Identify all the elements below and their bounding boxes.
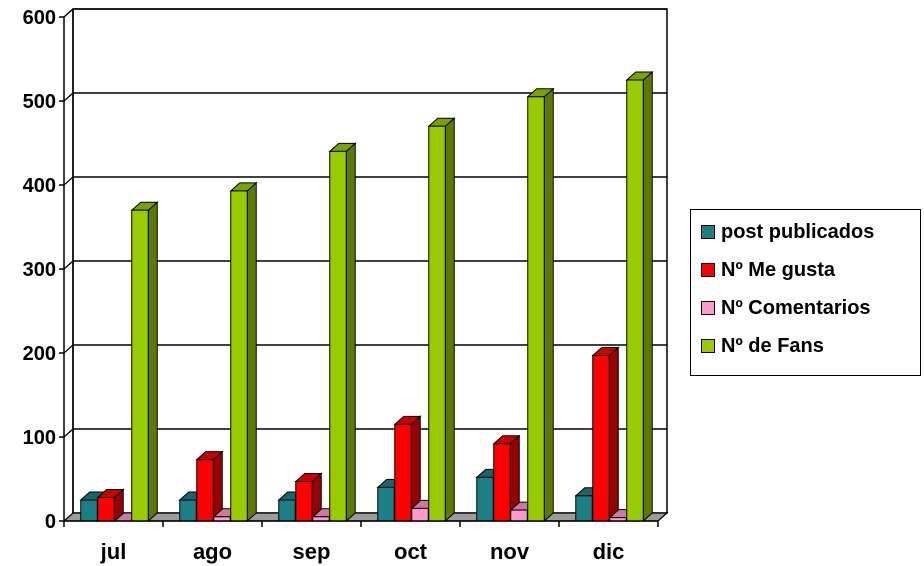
legend-item: Nº Me gusta [701,258,835,282]
bar-front [329,150,347,522]
legend-item: post publicados [701,220,874,244]
bar-front [527,96,545,522]
legend-item: Nº de Fans [701,334,824,358]
gridline-side [63,92,74,102]
legend-item: Nº Comentarios [701,296,871,320]
bar-front [295,481,313,522]
bar-sep-1 [294,472,323,523]
x-tick-label: oct [394,539,428,564]
bar-front [575,495,593,522]
bar-front [80,499,98,522]
bar-front [97,496,115,522]
legend-label: Nº Me gusta [721,258,835,281]
bar-side [543,87,554,523]
y-axis-top-edge [63,8,74,18]
bar-front [377,486,395,522]
x-tick-label: sep [293,539,331,564]
bar-side [608,346,619,523]
y-tick-label: 400 [23,175,56,197]
x-tick-label: nov [490,539,530,564]
axis-labels: 0 100 200 300 400 500 600 jul ago sep oct nov dic [23,7,625,564]
bars [79,70,654,523]
bar-front [278,499,296,522]
bar-side [147,201,158,523]
legend-label: Nº Comentarios [721,296,871,319]
bar-front [131,209,149,522]
legend-swatch [701,301,715,315]
gridlines [63,8,668,514]
x-tick-label: ago [193,539,232,564]
x-tick-label: jul [100,539,127,564]
bar-side [642,70,653,523]
axes [59,8,659,527]
y-tick-label: 0 [45,511,56,533]
y-tick-label: 600 [23,7,56,29]
legend-label: post publicados [721,220,875,243]
bar-side [246,181,257,523]
bar-jul-3 [130,201,159,523]
bar-front [476,476,494,522]
legend-label: Nº de Fans [721,334,824,357]
bar-front [428,125,446,522]
x-tick-label: dic [593,539,625,564]
gridline-side [63,176,74,186]
bar-dic-1 [591,346,620,523]
bar-front [411,507,429,522]
y-tick-label: 500 [23,91,56,113]
bar-dic-3 [625,70,654,523]
bar-front [510,509,528,522]
y-tick-label: 300 [23,259,56,281]
y-tick-label: 100 [23,427,56,449]
gridline-side [63,428,74,438]
bar-sep-3 [328,142,357,523]
gridline-side [63,260,74,270]
gridline-side [63,344,74,354]
bar-front [179,499,197,522]
bar-front [394,423,412,522]
bar-ago-1 [195,450,224,523]
bar-front [493,443,511,522]
legend: post publicados Nº Me gusta Nº Comentarios… [690,209,921,376]
y-tick-label: 200 [23,343,56,365]
legend-swatch [701,225,715,239]
bar-oct-3 [427,117,456,523]
bar-front [626,79,644,522]
bar-ago-3 [229,181,258,523]
bar-nov-1 [492,434,521,523]
bar-front [230,190,248,522]
bar-side [345,142,356,523]
bar-side [444,117,455,523]
bar-jul-1 [96,488,125,523]
bar-front [592,355,610,522]
bar-front [196,459,214,522]
bar-nov-3 [526,87,555,523]
legend-swatch [701,263,715,277]
legend-swatch [701,339,715,353]
